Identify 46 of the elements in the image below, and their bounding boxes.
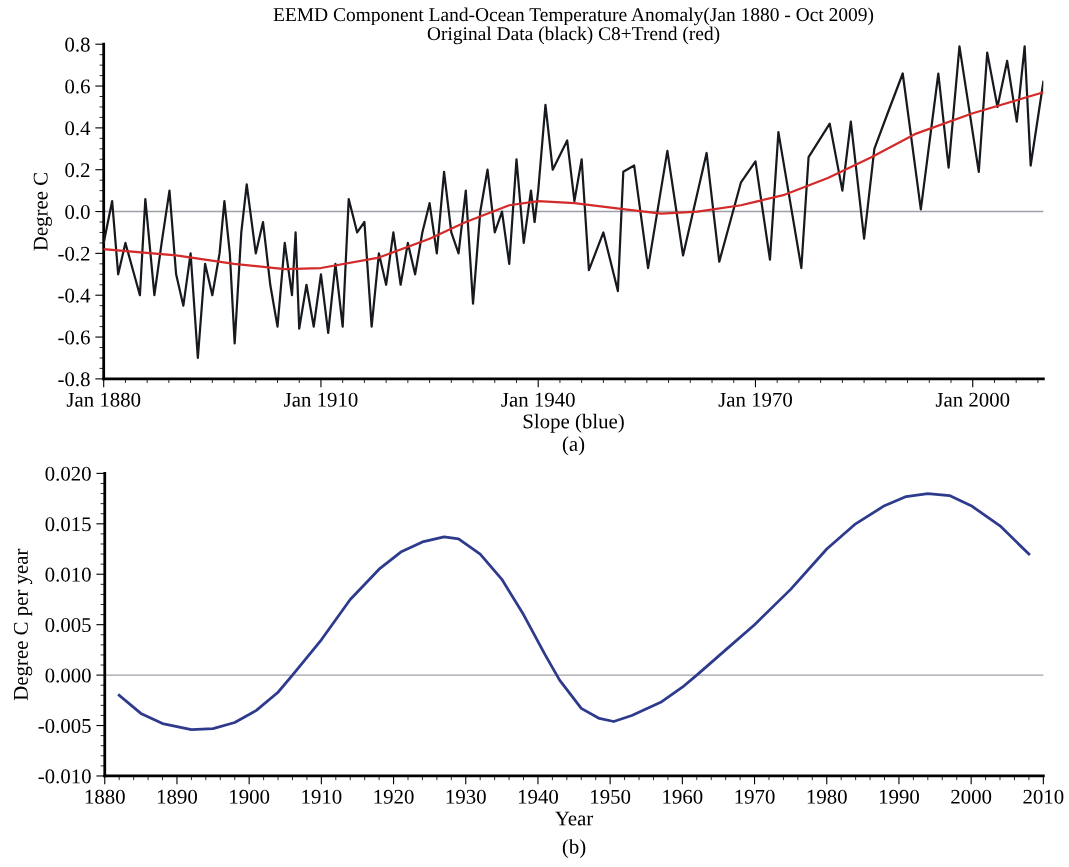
x-tick-label: Jan 2000: [935, 392, 1010, 407]
x-tick-label: 1960: [663, 789, 703, 804]
y-tick-label: 0.6: [65, 79, 90, 94]
y-tick-label: -0.6: [58, 330, 90, 345]
chart-subtitle: Original Data (black) C8+Trend (red): [427, 26, 720, 45]
chart-title: EEMD Component Land-Ocean Temperature Anomaly(Jan 1880 - Oct 2009): [273, 7, 874, 26]
y-tick-label: 0.000: [45, 668, 91, 683]
x-tick-label: Jan 1940: [501, 392, 575, 407]
y-tick-label: 0.020: [45, 466, 91, 481]
y-tick-label: -0.8: [58, 372, 90, 387]
x-tick-label: 1880: [85, 789, 125, 804]
y-tick-label: 0.015: [45, 517, 91, 532]
x-tick-label: 1900: [230, 789, 270, 804]
x-tick-label: 1980: [807, 789, 847, 804]
x-tick-label: 2000: [951, 789, 992, 804]
x-tick-label: Jan 1880: [66, 392, 141, 407]
text: (b): [562, 839, 586, 859]
x-axis-title: Slope (blue): [523, 413, 624, 433]
y-tick-label: 0.4: [65, 121, 91, 136]
y-tick-label: 0.8: [65, 37, 90, 52]
line-series: [103, 91, 1044, 271]
x-tick-label: Jan 1970: [718, 392, 792, 407]
y-tick-label: 0.2: [65, 163, 90, 178]
x-tick-label: 1950: [591, 789, 631, 804]
x-tick-label: 1910: [302, 789, 342, 804]
y-axis-title: Degree C: [33, 173, 52, 251]
line-series: [103, 45, 1044, 360]
y-tick-label: -0.005: [38, 718, 91, 734]
x-tick-label: 2010: [1023, 789, 1064, 804]
y-tick-label: 0.010: [45, 567, 91, 582]
y-tick-label: 0.0: [65, 204, 90, 220]
x-tick-label: Jan 1910: [284, 392, 358, 407]
y-axis-title: Degree C per year: [13, 548, 33, 701]
x-tick-label: 1930: [446, 789, 486, 804]
line-series: [117, 492, 1031, 731]
text: (a): [562, 436, 585, 456]
y-tick-label: 0.005: [45, 618, 91, 633]
x-tick-label: 1970: [735, 789, 775, 804]
y-tick-label: -0.010: [38, 769, 91, 784]
x-axis-title: Year: [555, 811, 594, 826]
y-tick-label: -0.4: [58, 288, 91, 303]
x-tick-label: 1890: [157, 789, 197, 804]
x-tick-label: 1920: [374, 789, 414, 804]
y-tick-label: -0.2: [58, 246, 90, 261]
x-tick-label: 1990: [879, 789, 919, 804]
x-tick-label: 1940: [518, 789, 558, 804]
